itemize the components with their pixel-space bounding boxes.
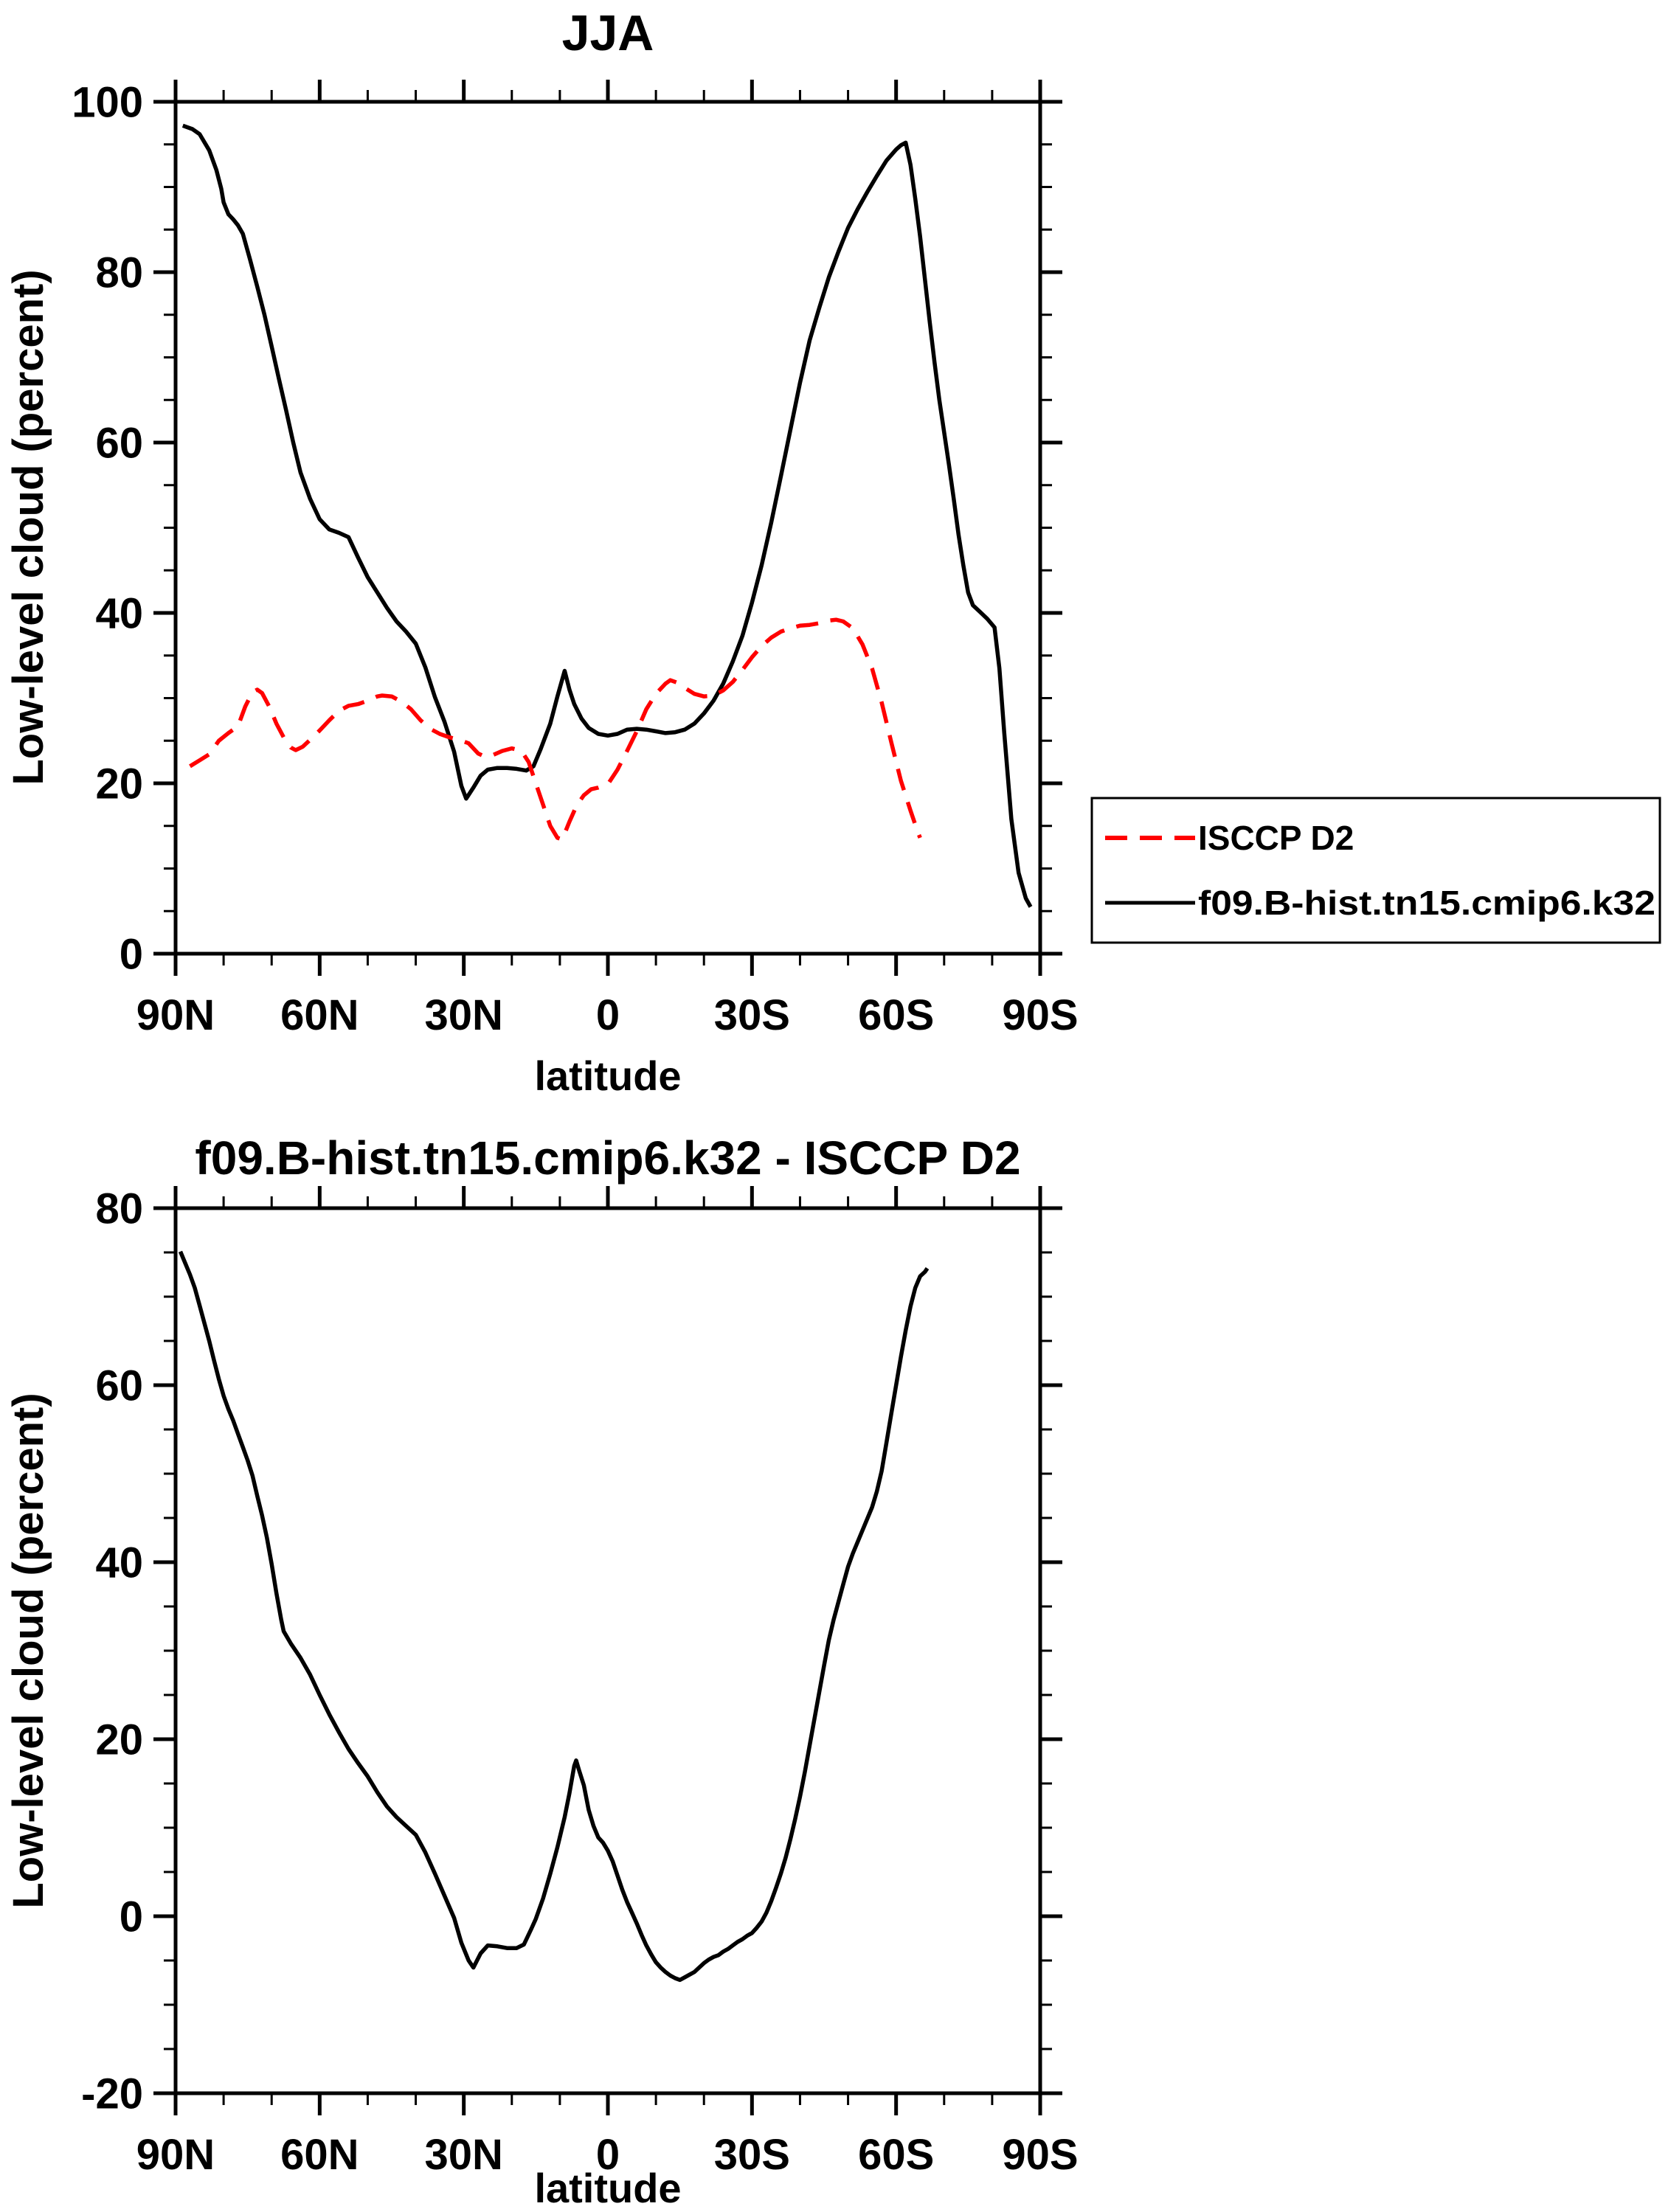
y-tick-label: 20 xyxy=(95,760,143,808)
page-title: JJA xyxy=(562,5,654,61)
y-tick-label: -20 xyxy=(81,2070,143,2118)
y-tick-label: 0 xyxy=(120,930,143,978)
x-tick-label: 60S xyxy=(858,991,934,1039)
y-tick-label: 60 xyxy=(95,1362,143,1410)
legend: ISCCP D2 f09.B-hist.tn15.cmip6.k32 xyxy=(1090,797,1661,944)
x-tick-label: 30N xyxy=(424,991,502,1039)
plot-border xyxy=(173,1206,1042,2095)
x-tick-label: 0 xyxy=(596,2131,620,2179)
y-tick-label: 20 xyxy=(95,1716,143,1764)
x-tick-label: 30N xyxy=(424,2131,502,2179)
y-tick-label: 0 xyxy=(120,1893,143,1941)
x-tick-label: 60N xyxy=(280,2131,359,2179)
y-tick-label: 80 xyxy=(95,1185,143,1232)
x-tick-label: 60S xyxy=(858,2131,934,2179)
legend-label-model: f09.B-hist.tn15.cmip6.k32 xyxy=(1198,884,1655,922)
x-tick-label: 30S xyxy=(714,2131,790,2179)
legend-label-isccp: ISCCP D2 xyxy=(1198,819,1354,857)
x-tick-label: 90S xyxy=(1002,991,1078,1039)
y-tick-label: 80 xyxy=(95,249,143,297)
bottom-chart: f09.B-hist.tn15.cmip6.k32 - ISCCP D2 Low… xyxy=(4,1131,1079,2211)
bottom-chart-title: f09.B-hist.tn15.cmip6.k32 - ISCCP D2 xyxy=(195,1131,1020,1185)
x-tick-label: 90N xyxy=(136,991,215,1039)
y-tick-label: 40 xyxy=(95,1539,143,1587)
x-tick-label: 60N xyxy=(280,991,359,1039)
top-chart: JJA Low-level cloud (percent) latitude 9… xyxy=(4,5,1079,1099)
series-line-model xyxy=(178,1250,930,1983)
x-tick-label: 90N xyxy=(136,2131,215,2179)
series-line-model xyxy=(181,123,1033,908)
y-axis-title: Low-level cloud (percent) xyxy=(4,269,52,785)
y-tick-label: 60 xyxy=(95,419,143,467)
y-tick-label: 40 xyxy=(95,589,143,637)
x-axis-title-bottom: latitude xyxy=(534,2165,681,2208)
series-line-isccp xyxy=(189,617,922,842)
y-axis-title-bottom: Low-level cloud (percent) xyxy=(4,1393,52,1908)
legend-box xyxy=(1090,797,1661,944)
plot-area-bottom: 90N 60N 30N 0 30S 60S 90S -20 0 20 40 60 80 xyxy=(81,1185,1078,2179)
plot-area-top: 90N 60N 30N 0 30S 60S 90S 0 20 40 60 80 100 xyxy=(72,78,1078,1039)
x-tick-label: 0 xyxy=(596,991,620,1039)
x-axis-title: latitude xyxy=(534,1053,681,1099)
x-tick-label: 30S xyxy=(714,991,790,1039)
x-tick-label: 90S xyxy=(1002,2131,1078,2179)
plot-border xyxy=(173,100,1042,956)
y-tick-label: 100 xyxy=(72,78,143,126)
